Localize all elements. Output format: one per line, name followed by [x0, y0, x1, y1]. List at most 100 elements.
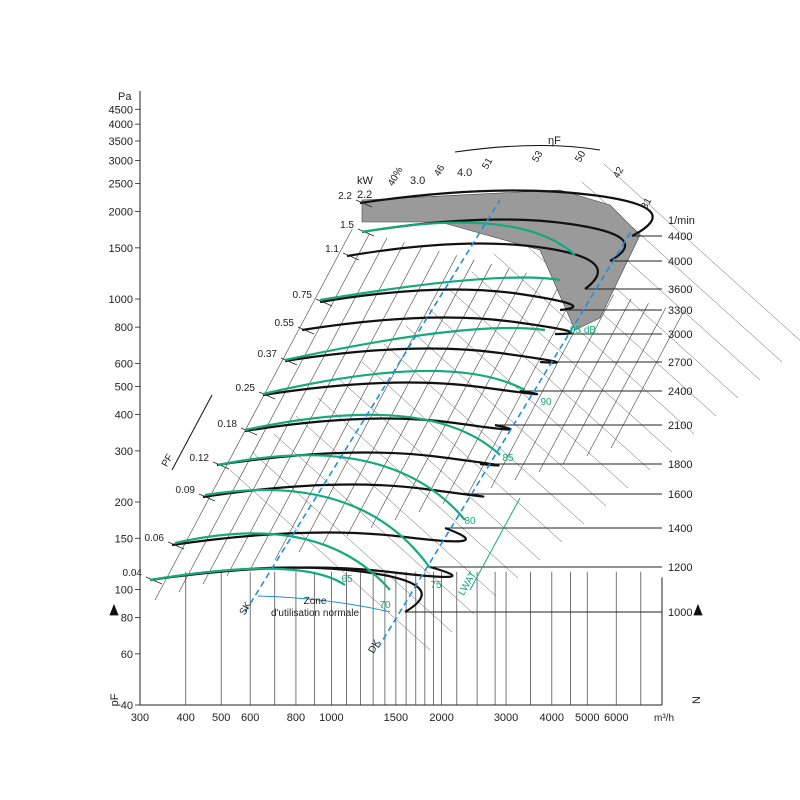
power-label: 2.2: [357, 189, 372, 201]
efficiency-line: [273, 433, 475, 615]
power-leader: [342, 252, 360, 261]
system-line: [538, 298, 632, 473]
y-tick-label: 60: [121, 649, 133, 661]
efficiency-label: 51: [480, 156, 495, 172]
efficiency-line: [449, 289, 651, 471]
x-tick-label: 400: [177, 712, 195, 724]
efficiency-line: [339, 379, 541, 561]
efficiency-curve: [149, 567, 346, 586]
power-label: 0.37: [258, 349, 278, 360]
efficiency-curve: [319, 276, 561, 302]
grid: [135, 91, 800, 706]
sound-level-label: 85: [502, 453, 514, 464]
y-tick-label: 80: [121, 613, 133, 625]
efficiency-curve: [262, 369, 526, 396]
system-line: [586, 307, 667, 457]
power-leader: [240, 427, 258, 436]
x-tick-label: 1500: [384, 712, 408, 724]
performance-curve: [171, 526, 467, 547]
efficiency-title: ηF: [548, 135, 561, 147]
y-tick-label: 2500: [109, 178, 133, 190]
efficiency-line: [405, 325, 607, 507]
power-leader: [258, 391, 276, 400]
power-label: 0.25: [236, 383, 256, 394]
power-leader: [315, 298, 333, 307]
x-tick-label: 5000: [575, 712, 599, 724]
y-tick-label: 4500: [109, 104, 133, 116]
system-line: [370, 268, 510, 529]
speed-tick-label: 3300: [668, 305, 692, 317]
x-tick-label: 2000: [429, 712, 453, 724]
power-leader: [297, 326, 315, 335]
y-tick-label: 150: [115, 533, 133, 545]
performance-curve: [346, 242, 599, 290]
dk-limit-line: [377, 229, 633, 649]
sound-level-label: 95 dB: [570, 325, 596, 336]
x-tick-label: 800: [287, 712, 305, 724]
overlay: [109, 144, 703, 649]
system-line: [514, 294, 614, 481]
system-line: [154, 229, 353, 601]
power-label: 1.1: [325, 244, 339, 255]
efficiency-line: [603, 163, 800, 341]
system-line: [394, 272, 527, 521]
power-leader: [145, 576, 163, 585]
power-label: 1.5: [340, 220, 354, 231]
y-tick-label: 3500: [109, 136, 133, 148]
y-tick-label: 200: [115, 497, 133, 509]
power-label: 0.04: [123, 568, 143, 579]
up-arrow: [109, 603, 119, 616]
x-tick-label: 3000: [494, 712, 518, 724]
efficiency-line: [427, 307, 629, 489]
speed-tick-label: 4000: [668, 256, 692, 268]
speed-tick-label: 1200: [668, 562, 692, 574]
y-tick-label: 2000: [109, 207, 133, 219]
efficiency-label: 42: [611, 165, 626, 181]
x-tick-label: 4000: [540, 712, 564, 724]
power-leader: [167, 541, 185, 550]
efficiency-arrow: [454, 144, 601, 153]
y-tick-label: 400: [115, 410, 133, 422]
efficiency-curve: [204, 488, 431, 569]
system-line: [562, 303, 649, 465]
efficiency-curve: [217, 454, 466, 521]
power-label: 0.12: [190, 453, 210, 464]
speed-tick-label: 3000: [668, 329, 692, 341]
efficiency-label: 46: [432, 163, 447, 179]
y-tick-label: 800: [115, 322, 133, 334]
system-line: [322, 259, 475, 545]
efficiency-label: 50: [573, 149, 588, 165]
efficiency-line: [295, 415, 497, 597]
y-tick-label: 1500: [109, 243, 133, 255]
system-line: [298, 255, 458, 553]
efficiency-curve: [284, 326, 546, 362]
speed-tick-label: 4400: [668, 231, 692, 243]
speed-tick-label: 2100: [668, 420, 692, 432]
y-tick-label: 600: [115, 358, 133, 370]
efficiency-line: [229, 469, 431, 651]
y-tick-label: 3000: [109, 155, 133, 167]
system-line: [442, 281, 562, 505]
y-tick-label: 1000: [109, 294, 133, 306]
power-label: 0.75: [293, 290, 313, 301]
right-axis-label: N: [691, 696, 703, 704]
sound-level-label: 75: [430, 580, 442, 591]
power-unit-label: kW: [357, 175, 374, 187]
efficiency-line: [361, 361, 563, 543]
speed-tick-label: 3600: [668, 284, 692, 296]
system-line: [274, 250, 440, 561]
efficiency-label: 53: [530, 149, 545, 165]
power-label: 2.2: [338, 191, 352, 202]
x-tick-label: 1000: [319, 712, 343, 724]
x-tick-label: 300: [131, 712, 149, 724]
power-label: 3.0: [410, 175, 425, 187]
speed-tick-label: 2700: [668, 357, 692, 369]
x-tick-label: 600: [241, 712, 259, 724]
power-label: 4.0: [457, 167, 472, 179]
efficiency-label: 31: [639, 196, 654, 212]
speed-tick-label: 2400: [668, 386, 692, 398]
power-label: 0.06: [145, 533, 165, 544]
sound-level-label: 90: [540, 397, 552, 408]
y-unit-label: Pa: [118, 91, 132, 103]
